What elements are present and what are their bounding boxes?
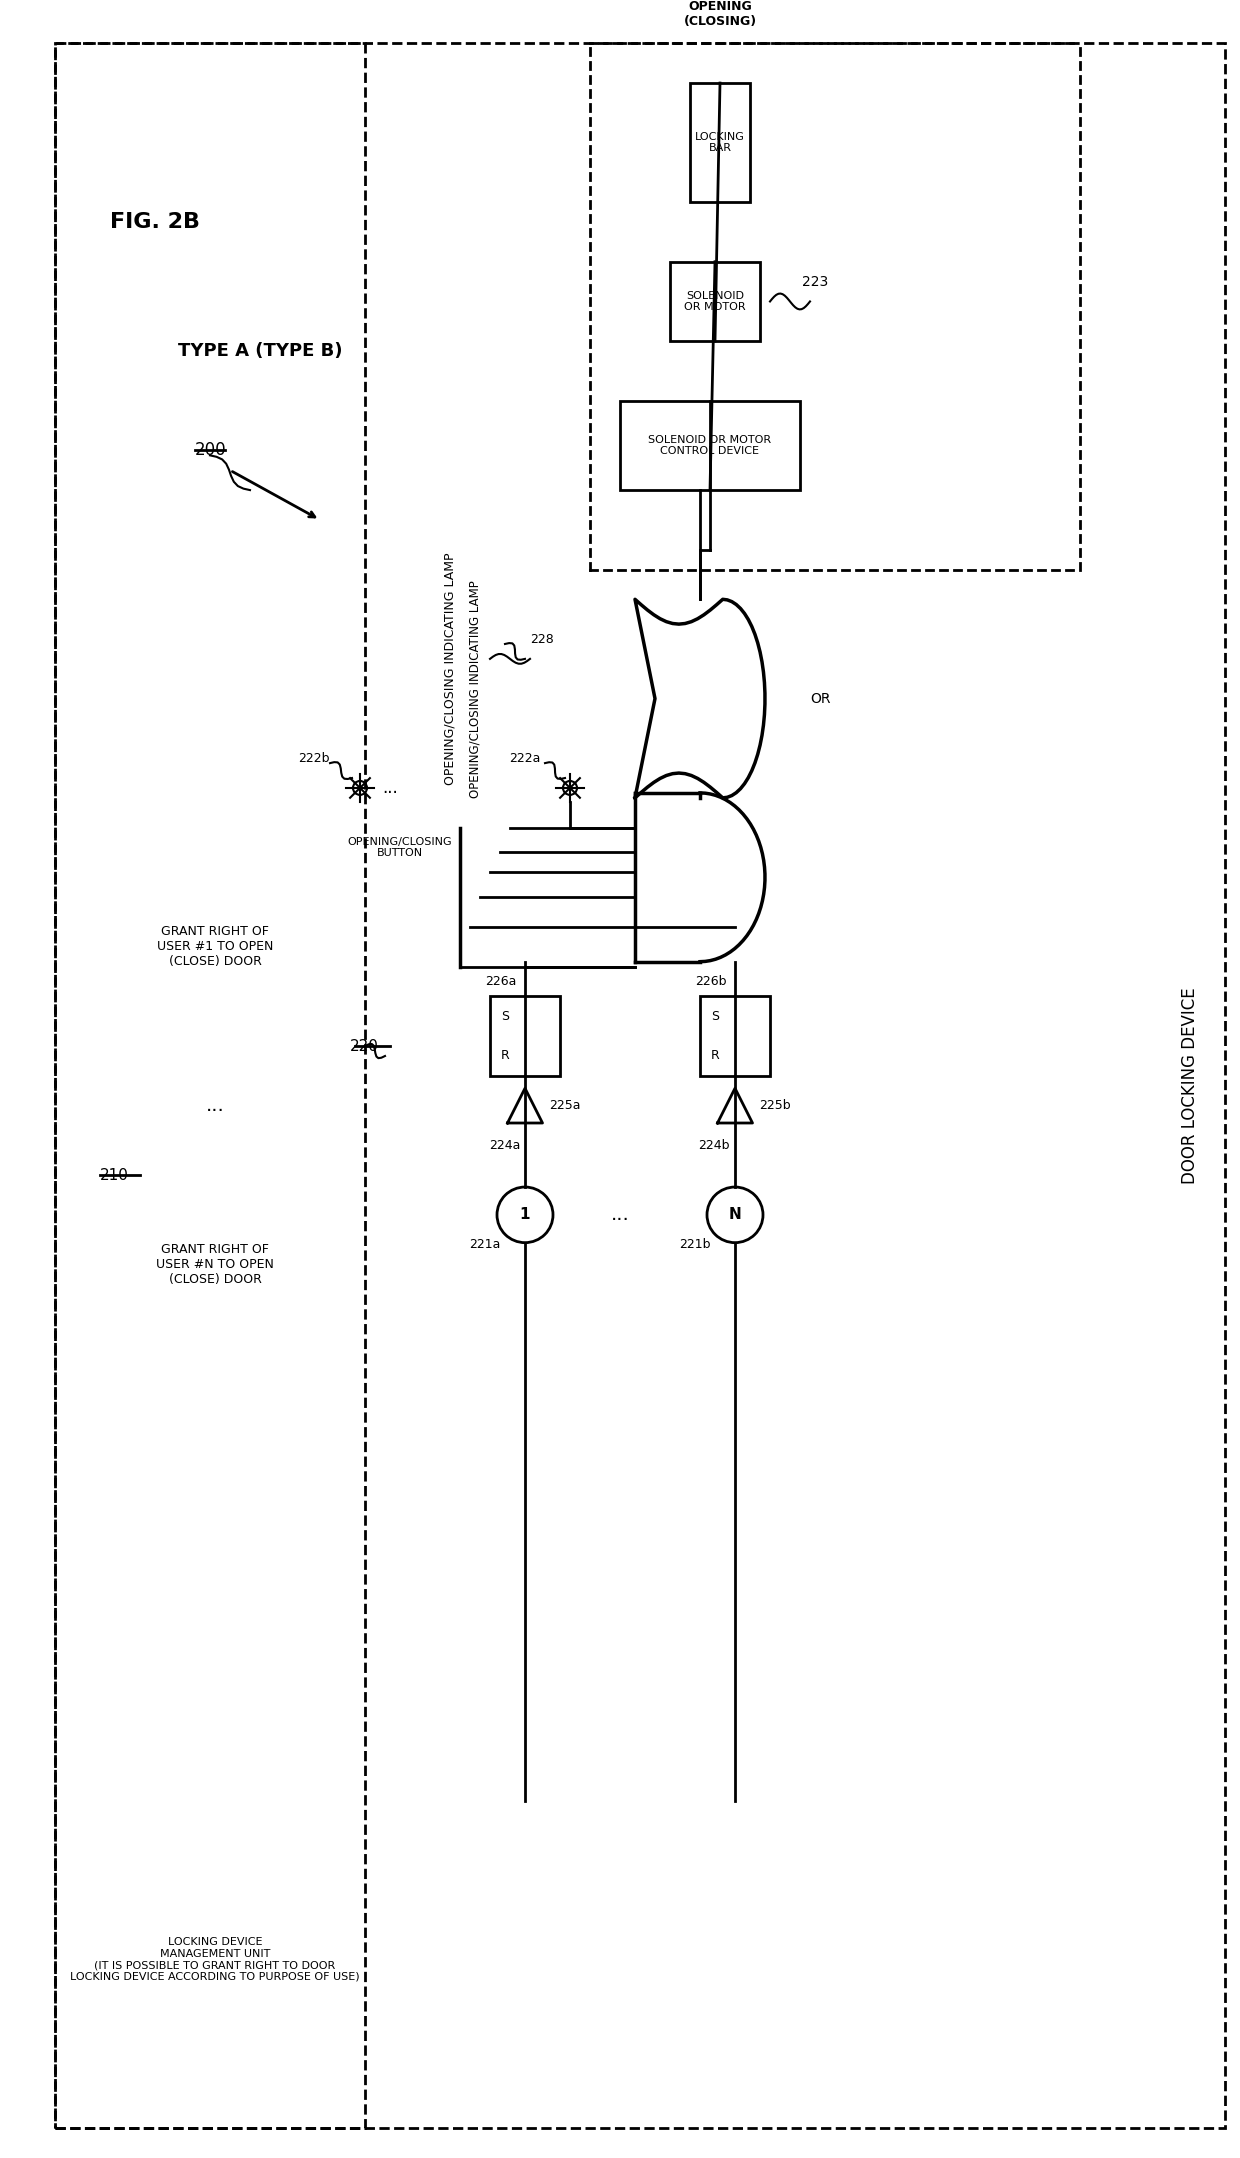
Text: LOCKING
BAR: LOCKING BAR xyxy=(696,132,745,153)
Text: S: S xyxy=(711,1010,719,1023)
Bar xyxy=(490,997,560,1077)
Text: 224a: 224a xyxy=(489,1139,520,1152)
Text: 224b: 224b xyxy=(698,1139,730,1152)
Text: 226b: 226b xyxy=(694,975,727,988)
Text: FIG. 2B: FIG. 2B xyxy=(110,211,200,233)
Text: 228: 228 xyxy=(529,632,554,645)
Text: GRANT RIGHT OF
USER #N TO OPEN
(CLOSE) DOOR: GRANT RIGHT OF USER #N TO OPEN (CLOSE) D… xyxy=(156,1243,274,1286)
Text: OPENING/CLOSING
BUTTON: OPENING/CLOSING BUTTON xyxy=(347,837,453,859)
Text: N: N xyxy=(729,1206,742,1221)
Text: 200: 200 xyxy=(195,442,227,460)
Text: 210: 210 xyxy=(100,1167,129,1183)
Bar xyxy=(701,997,770,1077)
Text: R: R xyxy=(501,1049,510,1062)
Bar xyxy=(670,261,760,341)
Text: TYPE A (TYPE B): TYPE A (TYPE B) xyxy=(177,343,342,360)
Bar xyxy=(620,401,800,490)
Text: 221a: 221a xyxy=(469,1239,501,1252)
Text: 221b: 221b xyxy=(680,1239,711,1252)
Text: SOLENOID
OR MOTOR: SOLENOID OR MOTOR xyxy=(684,291,745,313)
Text: 222b: 222b xyxy=(299,751,330,764)
Text: ...: ... xyxy=(206,1096,224,1116)
Bar xyxy=(689,82,750,203)
Text: OPENING/CLOSING INDICATING LAMP: OPENING/CLOSING INDICATING LAMP xyxy=(469,581,481,798)
Text: 223: 223 xyxy=(802,274,828,289)
Text: 220: 220 xyxy=(350,1038,379,1053)
Text: ...: ... xyxy=(610,1206,630,1224)
Text: 222a: 222a xyxy=(508,751,539,764)
Text: 226a: 226a xyxy=(485,975,516,988)
Text: S: S xyxy=(501,1010,508,1023)
Text: DOOR LOCKING DEVICE: DOOR LOCKING DEVICE xyxy=(1180,988,1199,1185)
Text: 225a: 225a xyxy=(549,1098,580,1111)
Text: 1: 1 xyxy=(520,1206,531,1221)
Text: GRANT RIGHT OF
USER #1 TO OPEN
(CLOSE) DOOR: GRANT RIGHT OF USER #1 TO OPEN (CLOSE) D… xyxy=(156,926,273,969)
Text: ...: ... xyxy=(382,779,398,796)
Text: 225b: 225b xyxy=(759,1098,791,1111)
Text: LOCKING DEVICE
MANAGEMENT UNIT
(IT IS POSSIBLE TO GRANT RIGHT TO DOOR
LOCKING DE: LOCKING DEVICE MANAGEMENT UNIT (IT IS PO… xyxy=(71,1938,360,1981)
Text: OPENING/CLOSING INDICATING LAMP: OPENING/CLOSING INDICATING LAMP xyxy=(444,552,456,786)
Text: SOLENOID OR MOTOR
CONTROL DEVICE: SOLENOID OR MOTOR CONTROL DEVICE xyxy=(649,434,771,455)
Text: OR: OR xyxy=(811,691,831,706)
Text: R: R xyxy=(711,1049,719,1062)
Text: OPENING
(CLOSING): OPENING (CLOSING) xyxy=(683,0,756,28)
